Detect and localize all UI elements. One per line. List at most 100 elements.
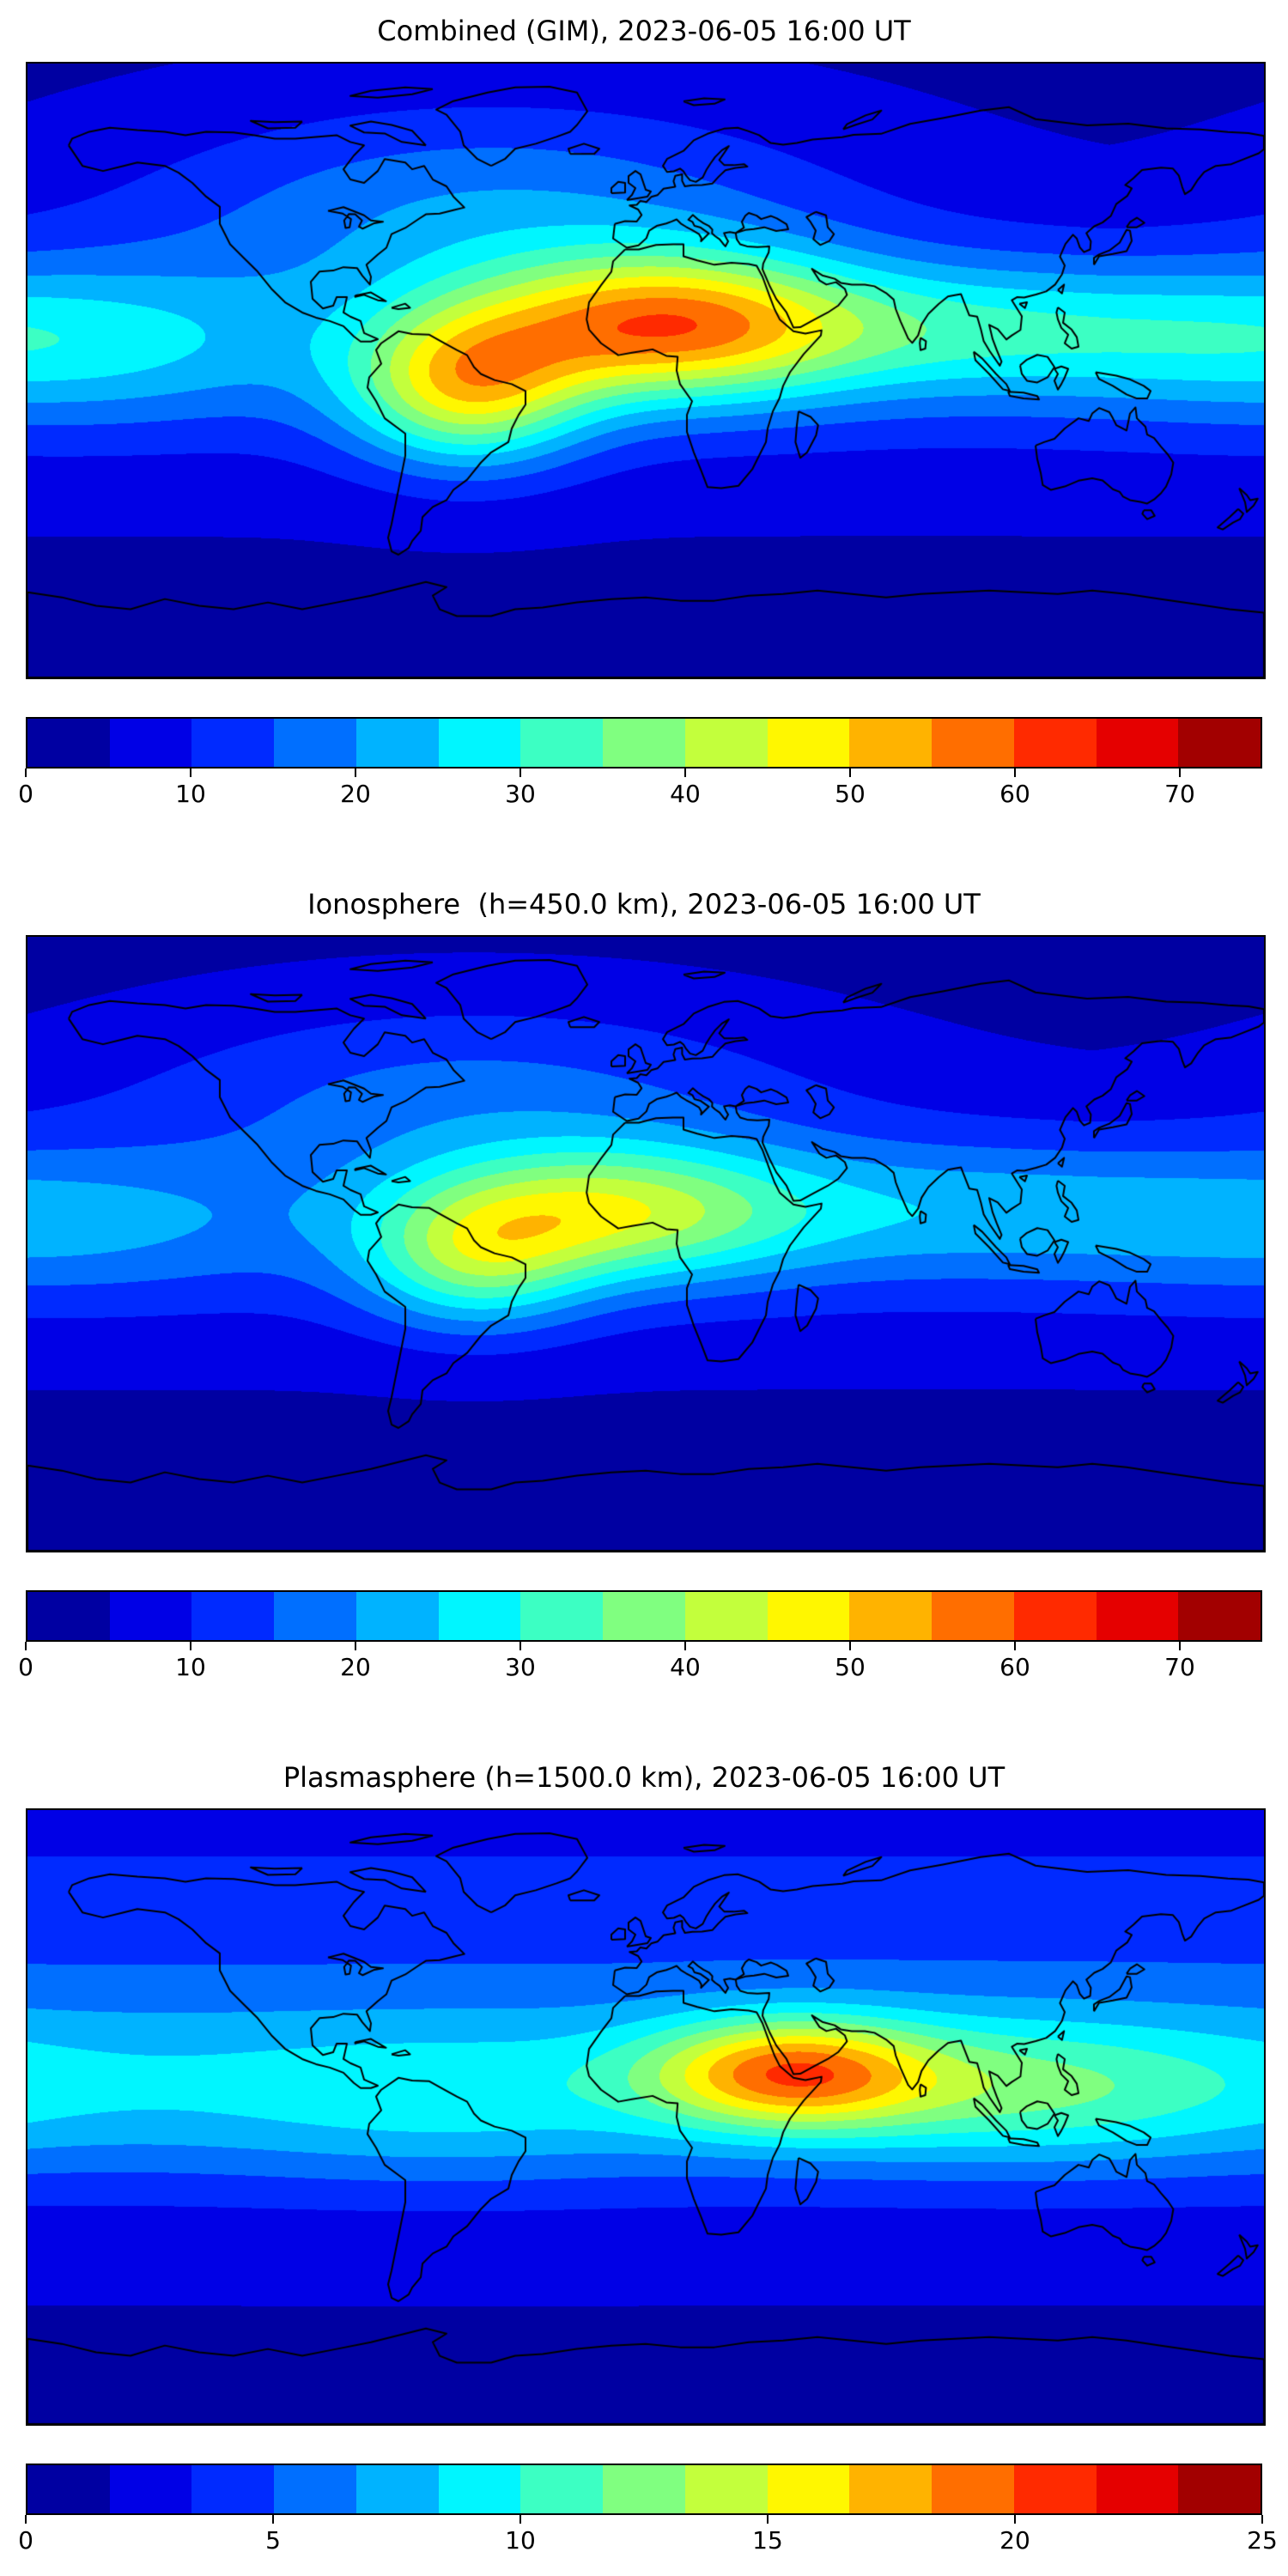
colorbar-segment xyxy=(109,1592,192,1640)
colorbar-segment xyxy=(191,1592,275,1640)
colorbar-segment xyxy=(1096,719,1179,767)
colorbar-ticks-ionosphere: 0 10 20 30 40 50 60 70 xyxy=(18,1642,1262,1686)
colorbar-segment xyxy=(1096,2465,1179,2513)
colorbar-segment xyxy=(603,1592,685,1640)
colorbar-segment xyxy=(603,719,685,767)
colorbar-segment xyxy=(932,2465,1014,2513)
panel-plasmasphere: Plasmasphere (h=1500.0 km), 2023-06-05 1… xyxy=(18,1760,1278,2560)
panel-title-combined: Combined (GIM), 2023-06-05 16:00 UT xyxy=(377,15,911,47)
colorbar-tick xyxy=(1014,2515,1016,2524)
colorbar-tick xyxy=(1179,1642,1181,1650)
colorbar-tick xyxy=(684,1642,686,1650)
colorbar-segment xyxy=(1178,719,1261,767)
colorbar-tick-label: 70 xyxy=(1164,780,1195,808)
colorbar-segment xyxy=(1096,1592,1179,1640)
colorbar-tick xyxy=(849,769,851,777)
colorbar-segment xyxy=(355,1592,439,1640)
colorbar-tick-label: 0 xyxy=(18,1653,33,1681)
colorbar-segment xyxy=(191,2465,275,2513)
colorbar-tick xyxy=(272,2515,274,2524)
colorbar-segment xyxy=(438,2465,521,2513)
colorbar-tick xyxy=(1014,769,1016,777)
colorbar-tick-label: 60 xyxy=(999,1653,1030,1681)
colorbar-segment xyxy=(767,719,850,767)
colorbar-segment xyxy=(109,719,192,767)
colorbar-tick xyxy=(25,2515,27,2524)
colorbar-tick xyxy=(1261,2515,1263,2524)
colorbar-tick xyxy=(25,1642,27,1650)
colorbar-segment xyxy=(684,719,768,767)
colorbar-segment xyxy=(932,1592,1014,1640)
colorbar-tick xyxy=(25,769,27,777)
colorbar-tick-label: 5 xyxy=(265,2526,281,2555)
colorbar-tick-label: 50 xyxy=(835,1653,866,1681)
colorbar-segment xyxy=(1178,2465,1261,2513)
colorbar-tick xyxy=(190,769,191,777)
colorbar-tick-label: 50 xyxy=(835,780,866,808)
colorbar-segment xyxy=(684,2465,768,2513)
colorbar-ionosphere xyxy=(26,1590,1262,1642)
colorbar-combined xyxy=(26,717,1262,769)
colorbar-tick-label: 20 xyxy=(340,780,371,808)
colorbar-tick-label: 0 xyxy=(18,2526,33,2555)
colorbar-ticks-combined: 0 10 20 30 40 50 60 70 xyxy=(18,769,1262,813)
panel-combined-gim: Combined (GIM), 2023-06-05 16:00 UT 0 10 2… xyxy=(18,14,1266,813)
colorbar-tick xyxy=(767,2515,769,2524)
colorbar-segment xyxy=(1178,1592,1261,1640)
colorbar-segment xyxy=(27,1592,110,1640)
colorbar-segment xyxy=(274,2465,356,2513)
map-canvas-plasmasphere xyxy=(26,1808,1266,2426)
panel-title-ionosphere: Ionosphere (h=450.0 km), 2023-06-05 16:0… xyxy=(307,888,981,920)
colorbar-segment xyxy=(109,2465,192,2513)
colorbar-tick-label: 10 xyxy=(175,1653,206,1681)
colorbar-tick xyxy=(190,1642,191,1650)
colorbar-tick-label: 40 xyxy=(670,1653,701,1681)
colorbar-tick-label: 10 xyxy=(505,2526,536,2555)
colorbar-segment xyxy=(1013,719,1097,767)
colorbar-segment xyxy=(355,2465,439,2513)
colorbar-tick xyxy=(355,769,356,777)
colorbar-segment xyxy=(849,1592,933,1640)
colorbar-tick xyxy=(519,2515,521,2524)
colorbar-segment xyxy=(520,2465,604,2513)
panel-title-plasmasphere: Plasmasphere (h=1500.0 km), 2023-06-05 1… xyxy=(283,1761,1005,1794)
colorbar-plasmasphere xyxy=(26,2464,1262,2515)
colorbar-tick-label: 20 xyxy=(999,2526,1030,2555)
colorbar-tick xyxy=(849,1642,851,1650)
colorbar-segment xyxy=(520,1592,604,1640)
colorbar-tick-label: 10 xyxy=(175,780,206,808)
colorbar-segment xyxy=(684,1592,768,1640)
colorbar-tick-label: 30 xyxy=(505,780,536,808)
colorbar-segment xyxy=(1013,2465,1097,2513)
colorbar-tick xyxy=(519,1642,521,1650)
colorbar-segment xyxy=(27,2465,110,2513)
map-canvas-combined xyxy=(26,62,1266,679)
panel-ionosphere: Ionosphere (h=450.0 km), 2023-06-05 16:0… xyxy=(18,887,1266,1686)
colorbar-tick-label: 15 xyxy=(752,2526,783,2555)
colorbar-tick xyxy=(519,769,521,777)
map-canvas-ionosphere xyxy=(26,935,1266,1552)
colorbar-segment xyxy=(603,2465,685,2513)
colorbar-segment xyxy=(274,1592,356,1640)
colorbar-segment xyxy=(849,2465,933,2513)
colorbar-segment xyxy=(932,719,1014,767)
colorbar-segment xyxy=(438,1592,521,1640)
colorbar-segment xyxy=(27,719,110,767)
colorbar-segment xyxy=(438,719,521,767)
colorbar-segment xyxy=(767,2465,850,2513)
colorbar-segment xyxy=(274,719,356,767)
colorbar-tick-label: 25 xyxy=(1247,2526,1278,2555)
colorbar-segment xyxy=(767,1592,850,1640)
colorbar-segment xyxy=(1013,1592,1097,1640)
colorbar-tick-label: 60 xyxy=(999,780,1030,808)
colorbar-ticks-plasmasphere: 0 5 10 15 20 25 xyxy=(18,2515,1278,2560)
colorbar-tick xyxy=(1179,769,1181,777)
colorbar-tick xyxy=(1014,1642,1016,1650)
colorbar-segment xyxy=(520,719,604,767)
colorbar-tick-label: 40 xyxy=(670,780,701,808)
colorbar-tick-label: 20 xyxy=(340,1653,371,1681)
colorbar-tick-label: 70 xyxy=(1164,1653,1195,1681)
colorbar-segment xyxy=(191,719,275,767)
colorbar-segment xyxy=(849,719,933,767)
